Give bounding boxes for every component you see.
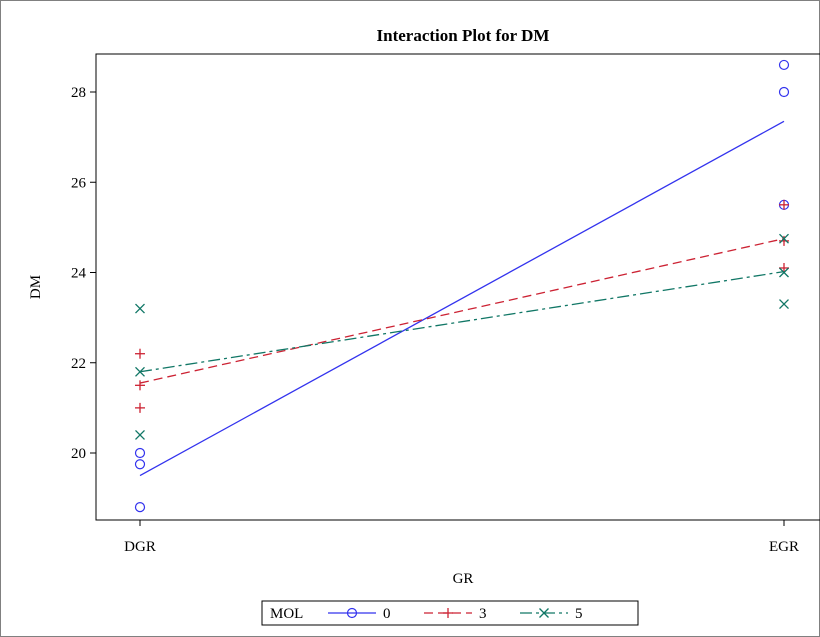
legend-marker-mol-3 xyxy=(443,608,453,618)
data-point-mol-3 xyxy=(779,262,789,273)
data-point-mol-0 xyxy=(778,86,790,98)
legend-title: MOL xyxy=(270,606,303,622)
data-point-mol-0 xyxy=(134,502,146,513)
data-point-mol-0 xyxy=(134,459,146,470)
legend-marker-mol-5 xyxy=(539,608,549,618)
x-axis-label: GR xyxy=(453,571,474,587)
data-point-mol-5 xyxy=(779,299,789,310)
x-tick-label: DGR xyxy=(124,539,156,555)
data-point-mol-0 xyxy=(778,59,790,71)
x-tick-label: EGR xyxy=(769,539,799,555)
y-tick-label: 20 xyxy=(71,446,86,462)
legend-marker-mol-0 xyxy=(346,607,358,619)
data-point-mol-5 xyxy=(135,366,145,377)
series-lines xyxy=(139,120,785,477)
y-tick-label: 24 xyxy=(71,266,87,282)
y-tick-label: 28 xyxy=(71,85,86,101)
plot-border xyxy=(95,53,820,521)
legend-label-mol-0: 0 xyxy=(383,606,391,622)
data-point-mol-0 xyxy=(134,447,146,459)
series-line-mol-3 xyxy=(139,238,785,384)
legend: MOL 0 3 5 xyxy=(261,600,639,626)
data-point-mol-3 xyxy=(135,402,145,413)
x-axis: DGR EGR xyxy=(124,520,799,555)
series-line-mol-5 xyxy=(139,270,785,373)
data-point-mol-3 xyxy=(135,348,145,359)
data-point-mol-5 xyxy=(779,267,789,278)
y-axis-label: DM xyxy=(28,275,44,299)
data-point-mol-3 xyxy=(779,199,789,210)
y-axis: 20 22 24 26 28 xyxy=(71,85,96,462)
chart-title: Interaction Plot for DM xyxy=(377,26,550,45)
y-tick-label: 22 xyxy=(71,356,86,372)
series-line-mol-0 xyxy=(139,120,785,477)
data-point-mol-5 xyxy=(135,303,145,314)
data-point-mol-5 xyxy=(779,233,789,244)
data-point-mol-3 xyxy=(135,380,145,391)
legend-label-mol-5: 5 xyxy=(575,606,583,622)
legend-label-mol-3: 3 xyxy=(479,606,487,622)
data-point-mol-5 xyxy=(135,429,145,440)
data-point-mol-3 xyxy=(779,235,789,246)
series-points xyxy=(134,59,790,513)
y-tick-label: 26 xyxy=(71,175,87,191)
